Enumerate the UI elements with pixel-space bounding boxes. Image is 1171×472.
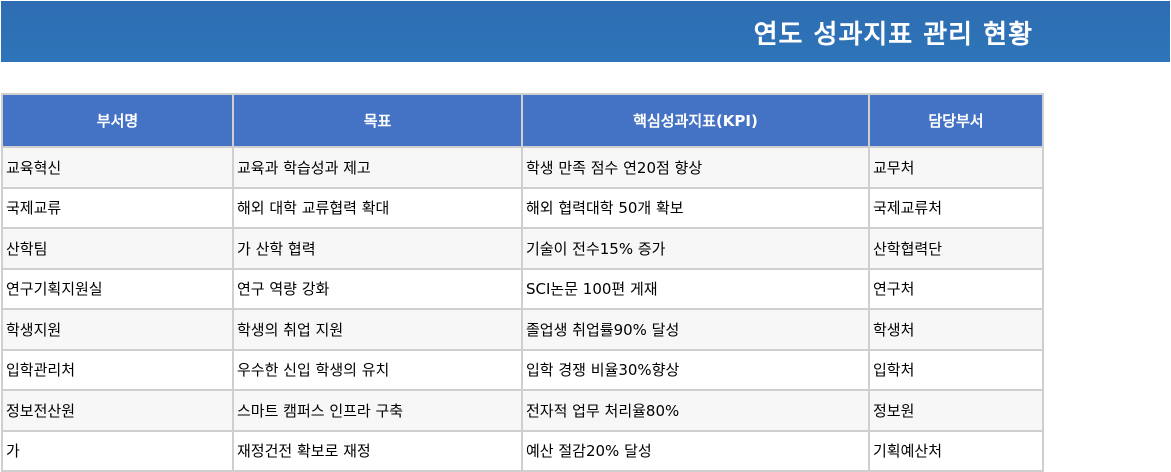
cell-owner: 정보원 (868, 389, 1044, 432)
cell-goal: 학생의 취업 지원 (232, 308, 523, 351)
cell-department: 정보전산원 (1, 389, 234, 432)
header-kpi: 핵심성과지표(KPI) (521, 93, 870, 148)
page-title: 연도 성과지표 관리 현황 (753, 20, 1033, 50)
cell-department: 국제교류 (1, 186, 234, 229)
cell-owner: 입학처 (868, 348, 1044, 391)
header-owner: 담당부서 (868, 93, 1044, 148)
cell-kpi: 기술이 전수15% 증가 (521, 227, 870, 270)
table-row: 학생지원 학생의 취업 지원 졸업생 취업률90% 달성 학생처 (1, 308, 1044, 351)
cell-goal: 해외 대학 교류협력 확대 (232, 186, 523, 229)
cell-goal: 재정건전 확보로 재정 (232, 429, 523, 472)
table-row: 연구기획지원실 연구 역량 강화 SCI논문 100편 게재 연구처 (1, 267, 1044, 310)
cell-owner: 연구처 (868, 267, 1044, 310)
table-row: 국제교류 해외 대학 교류협력 확대 해외 협력대학 50개 확보 국제교류처 (1, 186, 1044, 229)
cell-kpi: SCI논문 100편 게재 (521, 267, 870, 310)
cell-department: 산학팀 (1, 227, 234, 270)
cell-department: 가 (1, 429, 234, 472)
cell-goal: 스마트 캠퍼스 인프라 구축 (232, 389, 523, 432)
cell-owner: 교무처 (868, 146, 1044, 189)
cell-kpi: 졸업생 취업률90% 달성 (521, 308, 870, 351)
cell-goal: 교육과 학습성과 제고 (232, 146, 523, 189)
cell-kpi: 전자적 업무 처리율80% (521, 389, 870, 432)
header-goal: 목표 (232, 93, 523, 148)
title-bar: 연도 성과지표 관리 현황 (1, 1, 1170, 62)
header-department: 부서명 (1, 93, 234, 148)
cell-kpi: 예산 절감20% 달성 (521, 429, 870, 472)
cell-department: 입학관리처 (1, 348, 234, 391)
kpi-table: 부서명 목표 핵심성과지표(KPI) 담당부서 교육혁신 교육과 학습성과 제고… (1, 93, 1044, 472)
table-row: 가 재정건전 확보로 재정 예산 절감20% 달성 기획예산처 (1, 429, 1044, 472)
cell-kpi: 해외 협력대학 50개 확보 (521, 186, 870, 229)
table-row: 정보전산원 스마트 캠퍼스 인프라 구축 전자적 업무 처리율80% 정보원 (1, 389, 1044, 432)
cell-department: 교육혁신 (1, 146, 234, 189)
cell-owner: 산학협력단 (868, 227, 1044, 270)
table-row: 입학관리처 우수한 신입 학생의 유치 입학 경쟁 비율30%향상 입학처 (1, 348, 1044, 391)
table-row: 교육혁신 교육과 학습성과 제고 학생 만족 점수 연20점 향상 교무처 (1, 146, 1044, 189)
cell-goal: 가 산학 협력 (232, 227, 523, 270)
cell-kpi: 입학 경쟁 비율30%향상 (521, 348, 870, 391)
cell-owner: 학생처 (868, 308, 1044, 351)
cell-owner: 기획예산처 (868, 429, 1044, 472)
cell-goal: 연구 역량 강화 (232, 267, 523, 310)
table-row: 산학팀 가 산학 협력 기술이 전수15% 증가 산학협력단 (1, 227, 1044, 270)
cell-owner: 국제교류처 (868, 186, 1044, 229)
cell-department: 연구기획지원실 (1, 267, 234, 310)
cell-department: 학생지원 (1, 308, 234, 351)
cell-kpi: 학생 만족 점수 연20점 향상 (521, 146, 870, 189)
cell-goal: 우수한 신입 학생의 유치 (232, 348, 523, 391)
table-header-row: 부서명 목표 핵심성과지표(KPI) 담당부서 (1, 93, 1044, 148)
